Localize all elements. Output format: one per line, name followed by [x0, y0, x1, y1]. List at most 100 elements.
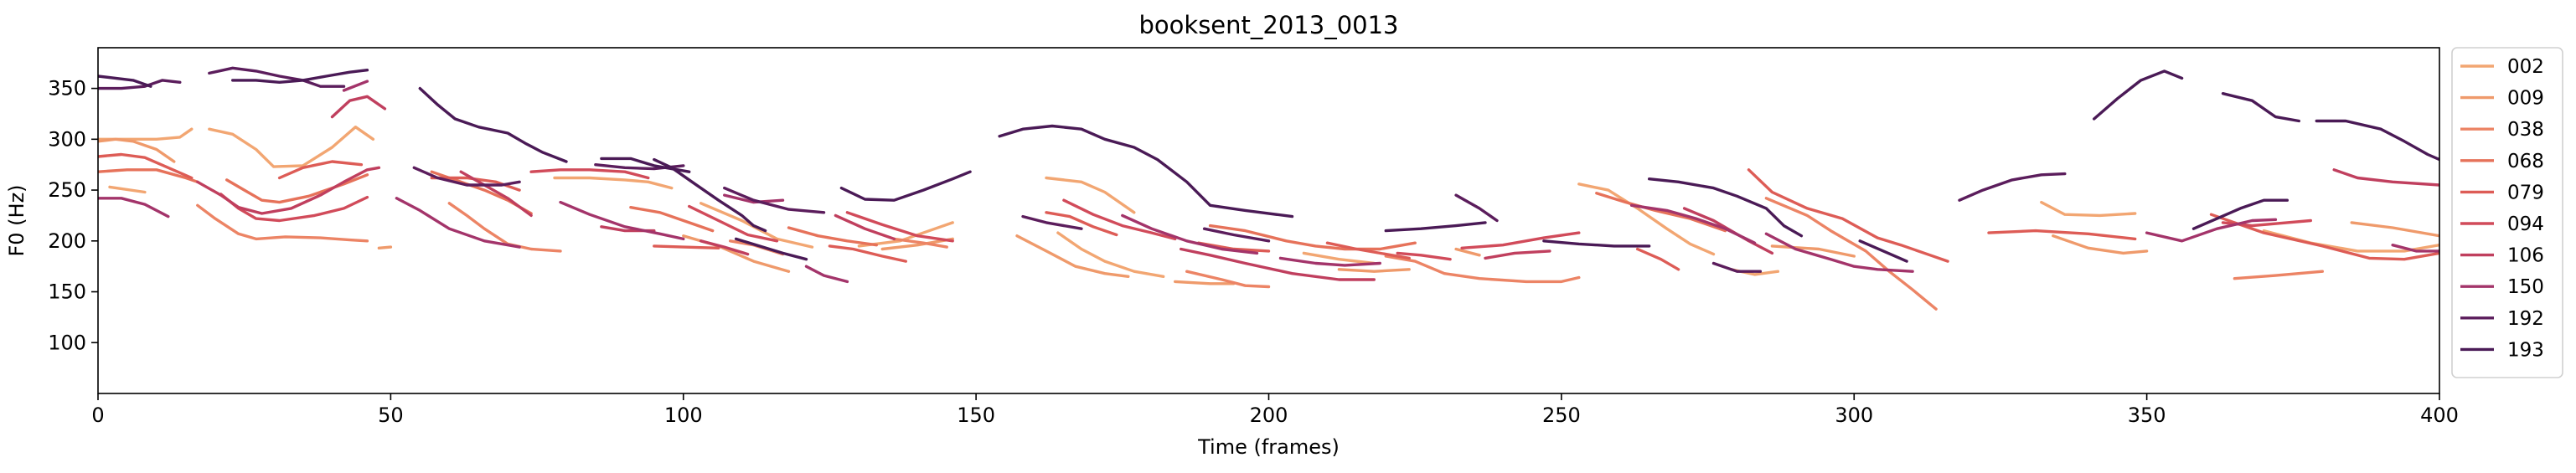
legend: 002 009 038 068 079 094 106 150 192 193 [2451, 47, 2563, 378]
series-002-line [108, 185, 147, 194]
series-002-line [1577, 183, 1716, 256]
series-193-line [839, 170, 972, 202]
legend-label-002: 002 [2507, 56, 2544, 78]
series-193-line [2315, 119, 2439, 162]
series-009-line [1770, 244, 1856, 258]
series-002-line [1045, 176, 1136, 214]
series-193-line [1384, 221, 1487, 233]
series-150-line [395, 197, 521, 249]
series-094-line [845, 211, 954, 243]
legend-label-038: 038 [2507, 119, 2544, 141]
series-068-line [225, 173, 369, 204]
y-tick-label: 200 [48, 229, 86, 253]
series-193-line [2093, 69, 2184, 121]
series-106-line [834, 213, 896, 241]
series-193-line [2191, 198, 2289, 230]
series-002-line [2040, 200, 2137, 218]
series-038-line [2233, 270, 2324, 280]
legend-label-193: 193 [2507, 339, 2544, 361]
x-tick-label: 50 [378, 404, 404, 427]
series-106-line [2332, 168, 2439, 187]
series-009-line [1015, 234, 1130, 278]
series-150-line [2145, 218, 2278, 243]
series-002-line [208, 126, 375, 168]
series-079-line [430, 176, 521, 192]
chart-title: booksent_2013_0013 [1139, 11, 1399, 39]
series-150-line [1278, 256, 1381, 267]
x-tick-label: 300 [1835, 404, 1873, 427]
series-038-line [196, 203, 369, 243]
series-193-line [653, 157, 767, 233]
series-038-line [1764, 197, 1938, 311]
series-079-line [1747, 168, 1949, 263]
series-192-line [1958, 172, 2067, 202]
series-079-line [277, 160, 364, 180]
series-192-line [98, 79, 182, 90]
series-150-line [342, 80, 369, 92]
series-106-line [196, 166, 381, 215]
series-192-line [1711, 261, 1763, 273]
series-150-line [2391, 244, 2439, 253]
series-038-line [447, 202, 562, 253]
legend-label-068: 068 [2507, 151, 2544, 172]
series-079-line [1325, 241, 1411, 260]
x-tick-label: 0 [91, 404, 104, 427]
plot-area [98, 66, 2439, 311]
series-193-line [734, 237, 808, 261]
x-axis-label: Time (frames) [1197, 435, 1340, 459]
series-068-line [629, 206, 715, 233]
y-tick-label: 300 [48, 127, 86, 151]
series-002-line [2262, 229, 2439, 253]
legend-label-150: 150 [2507, 276, 2544, 298]
y-tick-label: 350 [48, 77, 86, 100]
series-079-line [828, 244, 907, 263]
series-009-line [880, 237, 954, 251]
series-193-line [231, 69, 369, 84]
series-094-line [529, 168, 650, 180]
series-150-line [559, 200, 685, 241]
series-002-line [699, 202, 814, 249]
series-079-line [98, 152, 194, 180]
series-094-line [1062, 198, 1177, 241]
series-094-line [1460, 231, 1581, 249]
series-094-line [1396, 251, 1452, 261]
series-106-line [1180, 247, 1376, 281]
y-tick-label: 250 [48, 178, 86, 202]
x-tick-label: 100 [664, 404, 703, 427]
series-079-line [653, 244, 720, 249]
series-009-line [1454, 247, 1481, 257]
y-tick-label: 150 [48, 280, 86, 304]
series-002-line [1302, 251, 1376, 265]
series-150-line [723, 193, 785, 204]
series-002-line [553, 176, 674, 190]
series-094-line [688, 204, 779, 243]
series-038-line [892, 237, 948, 249]
series-002-line [1056, 231, 1165, 278]
series-106-line [699, 239, 750, 256]
series-192-line [412, 166, 521, 187]
series-068-line [1595, 192, 1727, 233]
series-068-line [787, 226, 878, 247]
x-axis: 0 50 100 150 200 250 300 350 400 [91, 393, 2459, 427]
series-038-line [1384, 254, 1581, 284]
series-192-line [1202, 227, 1271, 243]
series-106-line [459, 170, 533, 218]
legend-label-106: 106 [2507, 245, 2544, 267]
series-193-line [1542, 239, 1651, 248]
series-192-line [1454, 193, 1499, 223]
x-tick-label: 400 [2420, 404, 2459, 427]
series-079-line [1987, 229, 2137, 241]
plot-frame [97, 47, 2440, 394]
y-axis-label: F0 (Hz) [5, 184, 28, 256]
series-150-line [804, 265, 849, 284]
series-150-line [1121, 213, 1259, 255]
series-193-line [2221, 92, 2300, 123]
series-079-line [2209, 213, 2439, 261]
legend-label-079: 079 [2507, 182, 2544, 203]
series-192-line [208, 66, 346, 88]
series-192-line [723, 186, 826, 214]
series-193-line [1648, 177, 1804, 238]
series-193-line [418, 86, 568, 163]
series-192-line [1021, 214, 1083, 230]
series-002-line [98, 127, 194, 141]
